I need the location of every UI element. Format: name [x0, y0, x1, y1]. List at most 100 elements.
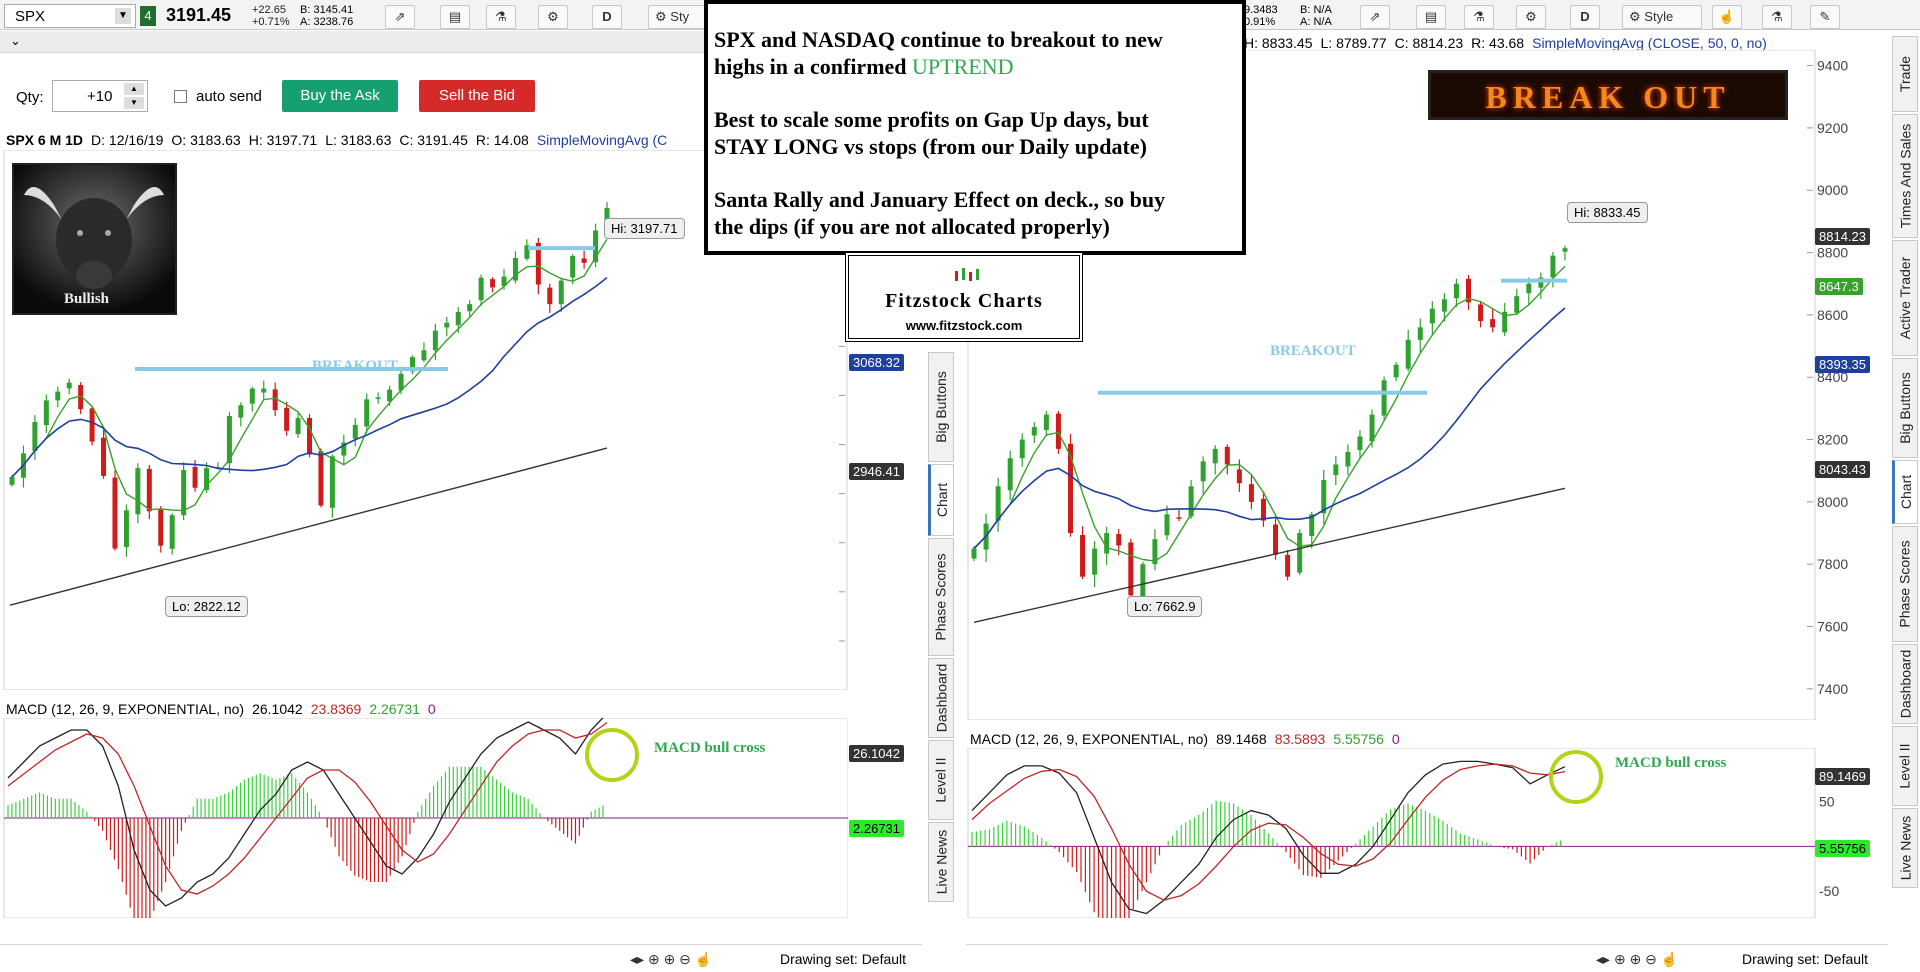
- right-bottom-bar: ◂▸ ⊕ ⊕ ⊖ ☝ Drawing set: Default: [966, 944, 1888, 972]
- candle-body: [55, 391, 61, 401]
- macd-title[interactable]: MACD (12, 26, 9, EXPONENTIAL, no): [6, 701, 245, 717]
- candle-body: [1309, 514, 1315, 537]
- plot-frame: [967, 748, 1816, 918]
- candle-body: [1043, 414, 1049, 431]
- style-icon: ⚙: [655, 9, 671, 24]
- candle-body: [249, 388, 255, 404]
- sma-fast-line: [11, 238, 608, 512]
- candle-body: [1188, 486, 1194, 517]
- annotation-text: STAY LONG vs stops (from our Daily updat…: [714, 134, 1147, 159]
- candle-body: [1453, 283, 1459, 299]
- flask-icon[interactable]: ⚗: [1464, 5, 1494, 29]
- candle-body: [1405, 339, 1411, 369]
- auto-send-checkbox[interactable]: [174, 90, 187, 103]
- candle-body: [1031, 427, 1037, 436]
- candle-body: [89, 408, 95, 442]
- candle-body: [238, 405, 244, 418]
- candle-body: [1152, 539, 1158, 565]
- last-price-label: 8814.23: [1815, 228, 1870, 245]
- left-macd-chart[interactable]: 20100-10-20JulAugSepOctNovDec20Feb: [0, 718, 848, 918]
- side-tab-level-ii[interactable]: Level II: [1892, 726, 1918, 806]
- candle-body: [547, 287, 553, 305]
- side-tab-chart[interactable]: Chart: [928, 464, 954, 536]
- pan-icons[interactable]: ◂▸ ⊕ ⊕ ⊖ ☝: [1596, 951, 1679, 967]
- chevron-down-icon[interactable]: ⌄: [10, 33, 21, 48]
- buy-ask-button[interactable]: Buy the Ask: [282, 80, 398, 112]
- left-chart-header: SPX 6 M 1D D: 12/16/19 O: 3183.63 H: 3197.7…: [6, 132, 706, 148]
- fitzstock-logo: Fitzstock Charts www.fitzstock.com: [845, 252, 1083, 342]
- flask-icon[interactable]: ⚗: [1762, 5, 1792, 29]
- macd-signal-line: [7, 722, 608, 895]
- chart-symbol[interactable]: SPX 6 M 1D: [6, 132, 84, 148]
- right-macd-chart[interactable]: 500-50JulAugSepOctNovDec20Feb: [960, 748, 1848, 918]
- qty-input[interactable]: +10 ▲ ▼: [52, 80, 148, 112]
- side-tab-active-trader[interactable]: Active Trader: [1892, 240, 1918, 356]
- candle-body: [1478, 304, 1484, 322]
- pan-icons[interactable]: ◂▸ ⊕ ⊕ ⊖ ☝: [630, 951, 713, 967]
- stepper-up-icon[interactable]: ▲: [124, 83, 144, 95]
- side-tab-live-news[interactable]: Live News: [928, 822, 954, 902]
- breakout-banner: BREAK OUT: [1428, 70, 1788, 120]
- drawing-icon[interactable]: ✎: [1810, 5, 1840, 29]
- candle-body: [1393, 364, 1399, 378]
- sell-bid-button[interactable]: Sell the Bid: [419, 80, 535, 112]
- side-tab-label: Active Trader: [1897, 256, 1914, 340]
- side-tab-phase-scores[interactable]: Phase Scores: [928, 538, 954, 656]
- drawing-set[interactable]: Drawing set: Default: [1742, 951, 1869, 967]
- candle-body: [1212, 448, 1218, 464]
- side-tab-phase-scores[interactable]: Phase Scores: [1892, 526, 1918, 642]
- left-bottom-bar: ◂▸ ⊕ ⊕ ⊖ ☝ Drawing set: Default: [0, 944, 922, 972]
- style-button[interactable]: ⚙ Sty: [648, 5, 708, 29]
- net-change-pct: +0.71%: [252, 16, 290, 28]
- macd-title[interactable]: MACD (12, 26, 9, EXPONENTIAL, no): [970, 731, 1209, 747]
- side-tab-dashboard[interactable]: Dashboard: [1892, 644, 1918, 724]
- macd-zero-value: 0: [1391, 731, 1400, 747]
- candle-body: [295, 418, 301, 434]
- side-tab-times-and-sales[interactable]: Times And Sales: [1892, 114, 1918, 238]
- candle-body: [261, 388, 267, 393]
- candle-body: [1429, 308, 1435, 324]
- chevron-down-icon[interactable]: ▼: [115, 8, 131, 24]
- stepper-down-icon[interactable]: ▼: [124, 97, 144, 109]
- annotation-box: SPX and NASDAQ continue to breakout to n…: [704, 0, 1246, 255]
- side-tab-live-news[interactable]: Live News: [1892, 808, 1918, 888]
- flask-icon[interactable]: ⚗: [486, 5, 516, 29]
- side-tab-label: Trade: [1897, 55, 1913, 93]
- symbol-text: SPX: [15, 8, 46, 25]
- candle-body: [1297, 533, 1303, 573]
- candle-body: [307, 418, 312, 455]
- share-icon[interactable]: ⇗: [1360, 5, 1390, 29]
- sma-mid-line: [973, 307, 1566, 550]
- header-sma[interactable]: SimpleMovingAvg (C: [536, 132, 668, 148]
- side-tab-trade[interactable]: Trade: [1892, 36, 1918, 112]
- news-icon[interactable]: ▤: [440, 5, 470, 29]
- annotation-text: Santa Rally and January Effect on deck.,…: [714, 187, 1166, 212]
- candle-body: [158, 508, 164, 546]
- symbol-field[interactable]: SPX ▼: [4, 4, 136, 28]
- candle-body: [1562, 248, 1568, 252]
- y-tick-label: 8200: [1817, 432, 1848, 448]
- candle-body: [204, 468, 210, 491]
- period-button[interactable]: D: [592, 5, 622, 29]
- share-icon[interactable]: ⇗: [385, 5, 415, 29]
- side-tab-big-buttons[interactable]: Big Buttons: [928, 352, 954, 462]
- drawing-set[interactable]: Drawing set: Default: [780, 951, 907, 967]
- news-icon[interactable]: ▤: [1416, 5, 1446, 29]
- candle-body: [101, 437, 107, 476]
- annotation-text: SPX and NASDAQ continue to breakout to n…: [714, 27, 1163, 52]
- link-badge[interactable]: 4: [140, 6, 156, 26]
- style-button[interactable]: ⚙ Style: [1622, 5, 1702, 29]
- period-button[interactable]: D: [1570, 5, 1600, 29]
- header-sma[interactable]: SimpleMovingAvg (CLOSE, 50, 0, no): [1532, 35, 1767, 51]
- gear-icon[interactable]: ⚙: [538, 5, 568, 29]
- side-tab-dashboard[interactable]: Dashboard: [928, 658, 954, 738]
- annotation-line2: Best to scale some profits on Gap Up day…: [714, 106, 1242, 160]
- macd-note: MACD bull cross: [1615, 755, 1727, 771]
- sma-fast-line: [973, 265, 1566, 562]
- side-tab-level-ii[interactable]: Level II: [928, 740, 954, 820]
- gear-icon[interactable]: ⚙: [1516, 5, 1546, 29]
- side-tab-big-buttons[interactable]: Big Buttons: [1892, 358, 1918, 458]
- sma50-price-label: 8393.35: [1815, 356, 1870, 373]
- side-tab-chart[interactable]: Chart: [1892, 460, 1918, 524]
- hand-icon[interactable]: ☝: [1712, 5, 1742, 29]
